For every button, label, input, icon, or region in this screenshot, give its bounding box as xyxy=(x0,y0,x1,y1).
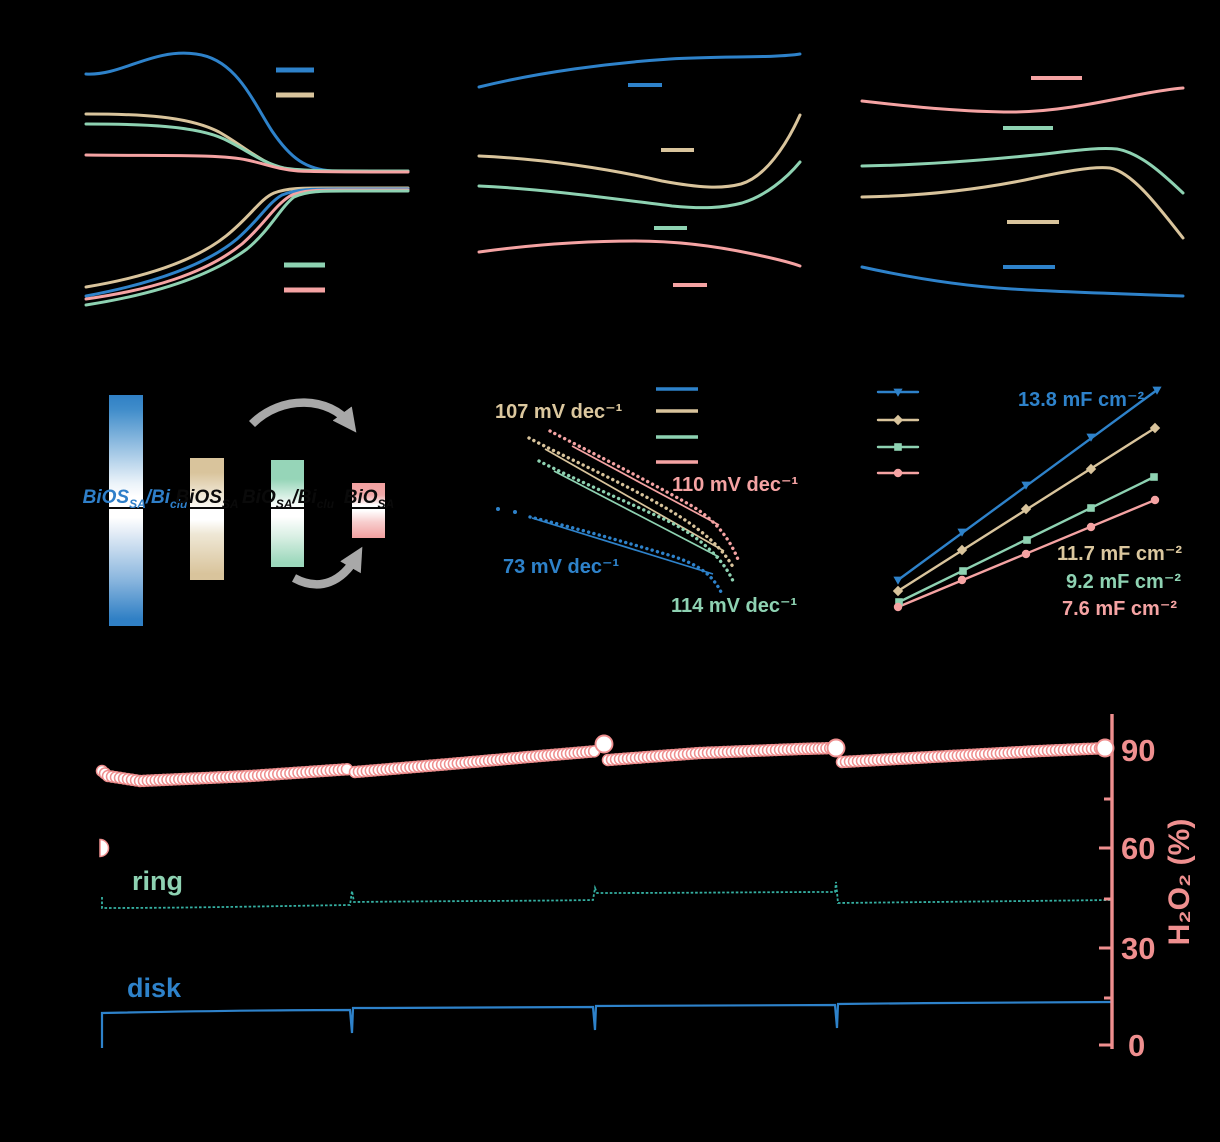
tafel-slope-label-blue: 73 mV dec⁻¹ xyxy=(503,556,620,578)
circle-marker xyxy=(893,602,903,612)
h2o2-tick-label-90: 90 xyxy=(1121,733,1156,768)
curve-a-lower-tan xyxy=(84,186,410,289)
band-bar-biosa xyxy=(352,483,385,538)
tafel-blue-point xyxy=(496,507,500,511)
square-marker xyxy=(894,443,902,451)
diamond-marker xyxy=(1085,463,1097,475)
tafel-dots-pink xyxy=(548,429,741,564)
curve-a-upper-blue xyxy=(84,51,410,173)
circle-marker xyxy=(1086,522,1096,532)
h2o2-data-point xyxy=(826,738,846,758)
panel-f-cdl xyxy=(876,386,1162,612)
curve-a-upper-green xyxy=(84,122,410,173)
curve-b-pink xyxy=(477,239,802,268)
diamond-marker xyxy=(956,544,968,556)
triangle-marker xyxy=(1021,481,1031,490)
curve-b-green xyxy=(477,160,802,210)
bar-label-biosa-biclu: BiOSA/Biclu xyxy=(241,487,335,511)
circle-marker xyxy=(1021,549,1031,559)
triangle-marker xyxy=(893,388,903,397)
band-bar-biossa xyxy=(190,458,224,580)
bar-label-biossa-biclu: BiOSSA/Biclu xyxy=(82,487,188,511)
ring-current-trace xyxy=(101,881,1112,909)
triangle-marker xyxy=(1152,386,1162,395)
circle-marker xyxy=(957,575,967,585)
curve-a-lower-pink xyxy=(84,188,410,301)
tafel-dots-tan xyxy=(527,436,735,569)
tafel-dots-green xyxy=(537,459,735,583)
circle-marker xyxy=(893,468,903,478)
tafel-fit-blue xyxy=(531,517,714,575)
disk-current-trace xyxy=(100,1000,1113,1048)
band-midline xyxy=(271,507,304,509)
tafel-slope-label-green: 114 mV dec⁻¹ xyxy=(671,595,798,617)
disk-trace-label: disk xyxy=(127,973,182,1003)
tafel-dots-blue xyxy=(528,515,723,594)
tafel-slope-label-tan: 107 mV dec⁻¹ xyxy=(495,401,623,423)
panel-a-curves xyxy=(84,51,410,307)
diamond-marker xyxy=(1149,422,1161,434)
square-marker xyxy=(1150,473,1158,481)
curve-a-upper-tan xyxy=(84,112,410,173)
diamond-marker xyxy=(892,585,904,597)
ring-trace-label: ring xyxy=(132,866,183,896)
cdl-value-label-blue: 13.8 mF cm⁻² xyxy=(1018,389,1145,411)
curve-a-lower-blue xyxy=(84,187,410,298)
cycle-arrow-bottom xyxy=(291,546,363,589)
h2o2-tick-label-30: 30 xyxy=(1121,931,1156,966)
curve-a-upper-pink xyxy=(84,153,410,174)
tafel-slope-label-pink: 110 mV dec⁻¹ xyxy=(672,474,799,496)
panel-g-stability xyxy=(95,714,1115,1049)
square-marker xyxy=(1023,536,1031,544)
cycle-arrow-top xyxy=(248,398,357,433)
cdl-value-label-pink: 7.6 mF cm⁻² xyxy=(1062,598,1178,620)
curve-a-lower-green xyxy=(84,189,410,307)
h2o2-data-point xyxy=(1095,738,1115,758)
curve-c-green xyxy=(860,146,1185,195)
band-bar-biossa-biclu xyxy=(109,395,143,626)
square-marker xyxy=(959,567,967,575)
triangle-marker xyxy=(957,528,967,537)
curve-c-blue xyxy=(860,265,1185,298)
panel-e-tafel xyxy=(496,387,741,594)
curve-b-tan xyxy=(477,113,802,189)
band-bar-biosa-biclu xyxy=(271,460,304,567)
triangle-marker xyxy=(893,576,903,585)
cdl-value-label-tan: 11.7 mF cm⁻² xyxy=(1057,543,1183,565)
square-marker xyxy=(1087,504,1095,512)
h2o2-right-axis xyxy=(1099,714,1114,1049)
diamond-marker xyxy=(1020,503,1032,515)
h2o2-data-point xyxy=(594,734,614,754)
circle-marker xyxy=(1150,495,1160,505)
tafel-fit-pink xyxy=(571,445,720,526)
curve-c-tan xyxy=(860,166,1185,240)
h2o2-axis-label: H₂O₂ (%) xyxy=(1163,818,1196,946)
panel-d-arrows xyxy=(248,398,363,589)
band-midline xyxy=(190,507,224,509)
h2o2-isolated-point xyxy=(99,838,110,858)
curve-b-blue xyxy=(477,52,802,89)
bar-label-biossa: BiOSSA xyxy=(175,487,239,511)
bar-label-biosa: BiOSA xyxy=(343,487,395,511)
band-midline xyxy=(109,507,143,509)
h2o2-selectivity-series xyxy=(95,734,1115,788)
tafel-fit-tan xyxy=(544,448,725,552)
cdl-markers xyxy=(892,386,1162,612)
h2o2-tick-label-60: 60 xyxy=(1121,831,1156,866)
panel-c-curves xyxy=(860,76,1185,298)
curve-c-pink xyxy=(860,86,1185,114)
panel-b-curves xyxy=(477,52,802,287)
tafel-blue-point xyxy=(513,510,517,514)
h2o2-tick-label-0: 0 xyxy=(1128,1028,1146,1063)
diamond-marker xyxy=(892,414,904,426)
tafel-fit-green xyxy=(553,470,720,558)
triangle-marker xyxy=(1086,433,1096,442)
band-midline xyxy=(352,507,385,509)
cdl-value-label-green: 9.2 mF cm⁻² xyxy=(1066,571,1182,593)
